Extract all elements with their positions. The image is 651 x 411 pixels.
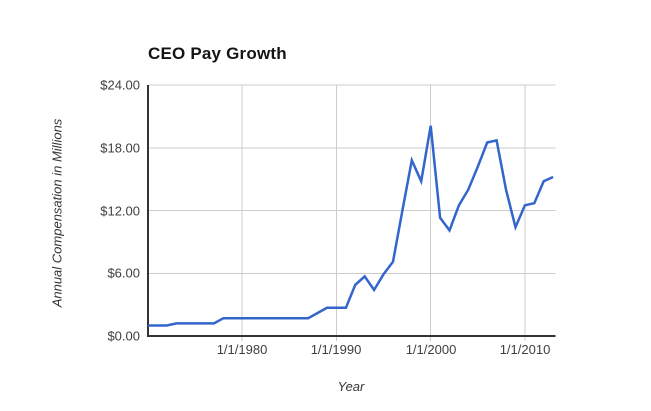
ceo-pay-series-line [148,125,554,327]
x-tick-label-1980: 1/1/1980 [216,342,268,357]
y-tick-label-12: $12.00 [100,203,140,218]
x-tick-label-1990: 1/1/1990 [310,342,362,357]
chart-title: CEO Pay Growth [148,44,287,63]
x-tick-label-2000: 1/1/2000 [405,342,457,357]
y-tick-label-0: $0.00 [107,328,140,344]
y-tick-label-6: $6.00 [107,265,140,281]
x-tick-label-2010: 1/1/2010 [499,342,551,357]
x-axis-title: Year [337,379,365,394]
y-tick-label-18: $18.00 [100,140,140,156]
y-tick-label-24: $24.00 [100,77,140,93]
